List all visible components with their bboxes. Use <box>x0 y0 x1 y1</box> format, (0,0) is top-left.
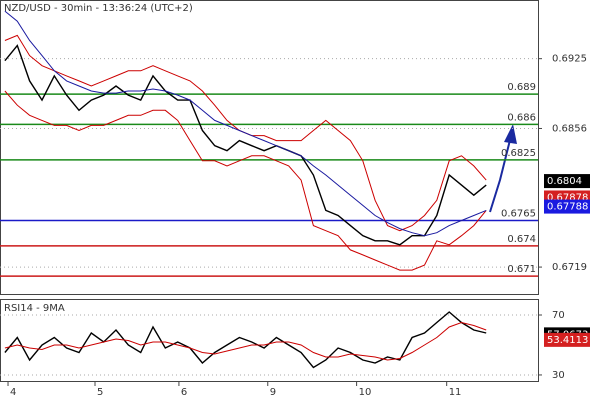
level-label: 0.674 <box>507 234 536 245</box>
y-tick-label: 70 <box>552 310 565 321</box>
series-line <box>4 10 487 237</box>
x-tick-label: 10 <box>359 387 372 398</box>
level-label: 0.686 <box>507 112 536 123</box>
y-tick-label: 0.6856 <box>552 123 587 134</box>
level-label: 0.689 <box>507 82 536 93</box>
price-label-box <box>544 199 590 214</box>
level-label: 0.6825 <box>501 148 536 159</box>
series-line <box>4 311 487 369</box>
projection-arrow <box>489 139 511 213</box>
y-tick-label: 0.6719 <box>552 262 587 273</box>
rsi-panel-frame <box>0 299 539 382</box>
x-tick-label: 6 <box>181 387 187 398</box>
price-panel-frame <box>0 0 539 295</box>
y-tick-label: 0.6925 <box>552 54 587 65</box>
x-tick-label: 11 <box>449 387 462 398</box>
price-label: 0.67788 <box>547 202 588 213</box>
chart-title: NZD/USD - 30min - 13:36:24 (UTC+2) <box>4 3 193 14</box>
x-tick-label: 5 <box>97 387 103 398</box>
price-label-box <box>544 332 590 347</box>
x-tick-label: 4 <box>10 387 16 398</box>
projection-arrowhead <box>504 124 517 144</box>
rsi-title: RSI14 - 9MA <box>4 303 65 314</box>
x-tick-label: 9 <box>270 387 276 398</box>
level-label: 0.671 <box>507 264 536 275</box>
price-label: 53.4113 <box>547 335 588 346</box>
series-line <box>4 44 487 246</box>
series-line <box>4 90 487 271</box>
series-line <box>4 321 487 361</box>
y-tick-label: 30 <box>552 370 565 381</box>
price-label: 0.67878 <box>547 192 588 203</box>
level-label: 0.6765 <box>501 209 536 220</box>
price-label-box <box>544 174 590 189</box>
price-label: 0.6804 <box>547 176 582 187</box>
